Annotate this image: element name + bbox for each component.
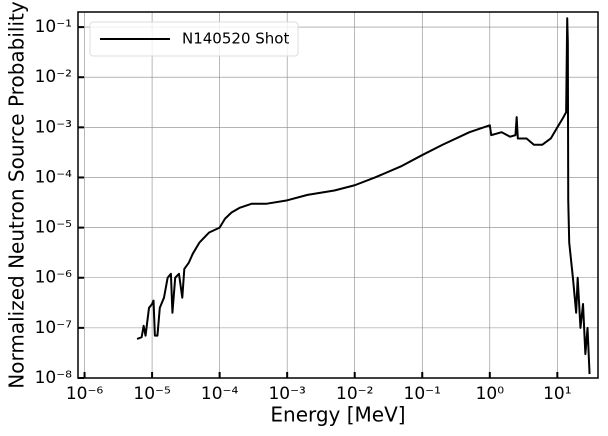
y-tick-label: 10⁻⁸ xyxy=(35,368,73,388)
x-tick-label: 10⁻¹ xyxy=(404,384,441,404)
plot-frame xyxy=(77,11,599,379)
x-tick-label: 10⁻⁵ xyxy=(133,384,170,404)
x-tick-label: 10¹ xyxy=(543,384,571,404)
y-tick-label: 10⁻¹ xyxy=(35,17,72,37)
y-tick-label: 10⁻⁶ xyxy=(35,268,73,288)
x-tick-label: 10⁻⁶ xyxy=(66,384,104,404)
x-tick-label: 10⁻³ xyxy=(268,384,305,404)
y-tick-label: 10⁻⁵ xyxy=(35,218,72,238)
legend-label: N140520 Shot xyxy=(182,30,289,48)
y-tick-label: 10⁻² xyxy=(35,67,72,87)
y-tick-label: 10⁻³ xyxy=(35,117,72,137)
y-axis-label: Normalized Neutron Source Probability xyxy=(5,1,29,389)
data-line xyxy=(136,17,591,375)
x-tick-label: 10⁻⁴ xyxy=(201,384,239,404)
x-axis-label: Energy [MeV] xyxy=(270,403,405,427)
x-tick-label: 10⁰ xyxy=(476,384,505,404)
x-tick-label: 10⁻² xyxy=(336,384,373,404)
y-tick-label: 10⁻⁷ xyxy=(35,318,73,338)
y-tick-label: 10⁻⁴ xyxy=(35,167,73,187)
legend-box xyxy=(89,21,299,57)
